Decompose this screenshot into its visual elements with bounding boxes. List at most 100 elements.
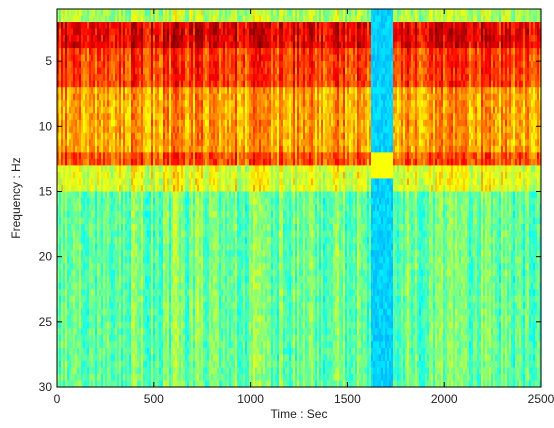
heatmap-cell xyxy=(123,282,126,290)
heatmap-cell xyxy=(157,341,160,349)
heatmap-cell xyxy=(145,373,148,382)
heatmap-cell xyxy=(157,334,160,342)
heatmap-cell xyxy=(71,295,74,303)
heatmap-cell xyxy=(147,15,150,23)
heatmap-cell xyxy=(89,132,92,140)
heatmap-cell xyxy=(145,367,148,375)
heatmap-cell xyxy=(145,191,148,199)
heatmap-cell xyxy=(125,9,128,17)
heatmap-cell xyxy=(121,15,124,23)
heatmap-cell xyxy=(103,380,106,388)
heatmap-cell xyxy=(79,178,82,186)
heatmap-cell xyxy=(153,289,156,297)
heatmap-cell xyxy=(99,302,102,310)
heatmap-cell xyxy=(113,354,116,362)
heatmap-cell xyxy=(91,74,94,82)
heatmap-cell xyxy=(145,360,148,369)
heatmap-cell xyxy=(115,106,118,114)
heatmap-cell xyxy=(117,341,120,349)
heatmap-cell xyxy=(91,80,94,88)
heatmap-cell xyxy=(145,276,148,284)
heatmap-cell xyxy=(69,152,72,160)
heatmap-cell xyxy=(73,41,76,49)
heatmap-cell xyxy=(117,119,120,127)
heatmap-cell xyxy=(161,41,164,49)
heatmap-cell xyxy=(153,158,156,167)
heatmap-cell xyxy=(73,315,76,323)
heatmap-cell xyxy=(115,113,118,121)
heatmap-cell xyxy=(77,100,80,108)
heatmap-cell xyxy=(143,308,146,316)
heatmap-cell xyxy=(141,237,144,245)
heatmap-cell xyxy=(131,263,134,271)
heatmap-cell xyxy=(71,224,74,232)
heatmap-cell xyxy=(97,282,100,290)
heatmap-cell xyxy=(85,178,88,186)
heatmap-cell xyxy=(121,171,124,180)
heatmap-cell xyxy=(69,61,72,69)
heatmap-cell xyxy=(109,276,112,284)
heatmap-cell xyxy=(151,145,154,153)
heatmap-cell xyxy=(127,211,130,219)
heatmap-cell xyxy=(135,315,138,323)
heatmap-cell xyxy=(99,360,102,369)
heatmap-cell xyxy=(133,347,136,356)
heatmap-cell xyxy=(77,347,80,356)
heatmap-cell xyxy=(139,230,142,238)
heatmap-cell xyxy=(81,93,84,101)
heatmap-cell xyxy=(103,198,106,206)
heatmap-cell xyxy=(155,158,158,167)
heatmap-cell xyxy=(129,100,132,108)
heatmap-cell xyxy=(139,61,142,69)
heatmap-cell xyxy=(69,302,72,310)
heatmap-cell xyxy=(149,80,152,88)
heatmap-cell xyxy=(59,184,62,193)
heatmap-cell xyxy=(123,373,126,382)
heatmap-cell xyxy=(113,276,116,284)
heatmap-cell xyxy=(137,178,140,186)
heatmap-cell xyxy=(137,35,140,43)
heatmap-cell xyxy=(93,250,96,258)
heatmap-cell xyxy=(109,367,112,375)
heatmap-cell xyxy=(165,198,168,206)
heatmap-cell xyxy=(147,373,150,382)
heatmap-cell xyxy=(83,341,86,349)
heatmap-cell xyxy=(149,263,152,271)
heatmap-cell xyxy=(85,61,88,69)
heatmap-cell xyxy=(131,217,134,225)
heatmap-cell xyxy=(101,171,104,180)
heatmap-cell xyxy=(103,230,106,238)
heatmap-cell xyxy=(105,341,108,349)
heatmap-cell xyxy=(135,15,138,23)
heatmap-cell xyxy=(147,28,150,36)
heatmap-cell xyxy=(67,48,70,56)
heatmap-cell xyxy=(81,41,84,49)
heatmap-cell xyxy=(151,54,154,62)
heatmap-cell xyxy=(101,74,104,82)
heatmap-cell xyxy=(121,61,124,69)
heatmap-cell xyxy=(71,106,74,114)
heatmap-cell xyxy=(67,165,70,173)
heatmap-cell xyxy=(81,380,84,388)
heatmap-cell xyxy=(65,54,68,62)
heatmap-cell xyxy=(77,165,80,173)
heatmap-cell xyxy=(65,74,68,82)
heatmap-cell xyxy=(165,145,168,153)
heatmap-cell xyxy=(145,139,148,147)
heatmap-cell xyxy=(165,224,168,232)
heatmap-cell xyxy=(143,119,146,127)
heatmap-cell xyxy=(57,289,60,297)
heatmap-cell xyxy=(117,308,120,316)
heatmap-cell xyxy=(115,276,118,284)
heatmap-cell xyxy=(117,373,120,382)
heatmap-cell xyxy=(143,373,146,382)
heatmap-cell xyxy=(57,184,60,193)
heatmap-cell xyxy=(139,48,142,56)
heatmap-cell xyxy=(121,217,124,225)
heatmap-cell xyxy=(61,360,64,369)
heatmap-cell xyxy=(129,308,132,316)
heatmap-cell xyxy=(81,61,84,69)
heatmap-cell xyxy=(141,106,144,114)
heatmap-cell xyxy=(139,321,142,329)
heatmap-cell xyxy=(139,373,142,382)
